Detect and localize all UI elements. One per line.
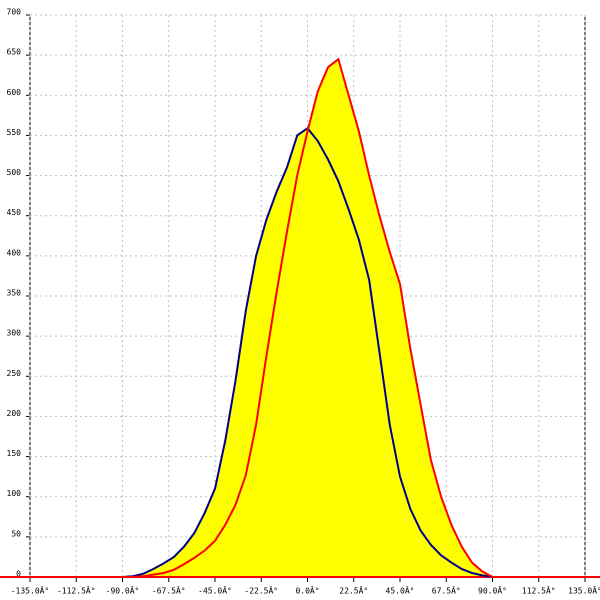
y-tick-label: 600 — [7, 88, 22, 97]
x-tick-label: 45.0Â° — [386, 585, 415, 596]
x-tick-label: -67.5Â° — [152, 585, 186, 596]
y-tick-label: 450 — [7, 208, 22, 217]
y-tick-label: 300 — [7, 329, 22, 338]
y-tick-label: 650 — [7, 48, 22, 57]
y-tick-label: 550 — [7, 128, 22, 137]
x-tick-label: 22.5Â° — [339, 585, 368, 596]
y-tick-label: 250 — [7, 369, 22, 378]
area-fill — [122, 59, 493, 577]
y-tick-label: 350 — [7, 289, 22, 298]
x-tick-label: -45.0Â° — [198, 585, 232, 596]
y-tick-label: 50 — [11, 529, 21, 538]
x-tick-label: 67.5Â° — [432, 585, 461, 596]
x-tick-label: 0.0Â° — [295, 585, 319, 596]
y-tick-label: 150 — [7, 449, 22, 458]
y-tick-label: 200 — [7, 409, 22, 418]
y-tick-label: 400 — [7, 248, 22, 257]
series-line — [122, 57, 493, 578]
x-tick-label: 112.5Â° — [522, 585, 556, 596]
y-tick-label: 700 — [7, 8, 22, 17]
y-tick-label: 0 — [16, 570, 21, 579]
x-tick-label: -135.0Â° — [11, 585, 50, 596]
x-tick-label: 90.0Â° — [478, 585, 507, 596]
x-tick-label: -90.0Â° — [106, 585, 140, 596]
y-tick-label: 500 — [7, 168, 22, 177]
x-tick-label: -112.5Â° — [57, 585, 96, 596]
x-tick-label: -22.5Â° — [244, 585, 278, 596]
x-tick-label: 135.0Â° — [568, 585, 600, 596]
y-tick-label: 100 — [7, 489, 22, 498]
